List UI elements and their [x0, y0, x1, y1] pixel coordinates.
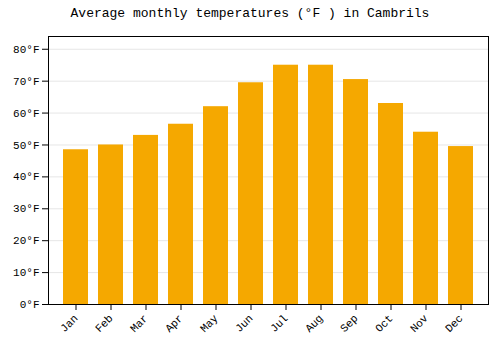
svg-text:20°F: 20°F — [13, 235, 39, 247]
svg-text:80°F: 80°F — [13, 44, 39, 56]
svg-text:Aug: Aug — [303, 312, 325, 334]
svg-text:0°F: 0°F — [20, 299, 40, 311]
svg-text:Dec: Dec — [443, 312, 465, 334]
svg-text:10°F: 10°F — [13, 267, 39, 279]
svg-text:Sep: Sep — [338, 312, 360, 334]
svg-text:70°F: 70°F — [13, 76, 39, 88]
svg-text:Feb: Feb — [93, 312, 115, 334]
svg-text:50°F: 50°F — [13, 139, 39, 151]
svg-text:Apr: Apr — [163, 312, 185, 334]
svg-text:30°F: 30°F — [13, 203, 39, 215]
svg-text:60°F: 60°F — [13, 108, 39, 120]
svg-text:Jul: Jul — [268, 312, 290, 334]
svg-text:40°F: 40°F — [13, 171, 39, 183]
svg-text:Mar: Mar — [128, 312, 150, 334]
svg-text:Jan: Jan — [58, 312, 80, 334]
svg-text:Oct: Oct — [373, 312, 395, 334]
svg-text:May: May — [198, 312, 221, 335]
html-text:Average monthly temperatures (: Average monthly temperatures (°F ) in Ca… — [70, 6, 430, 21]
svg-text:Jun: Jun — [233, 312, 255, 334]
svg-text:Nov: Nov — [408, 312, 431, 335]
